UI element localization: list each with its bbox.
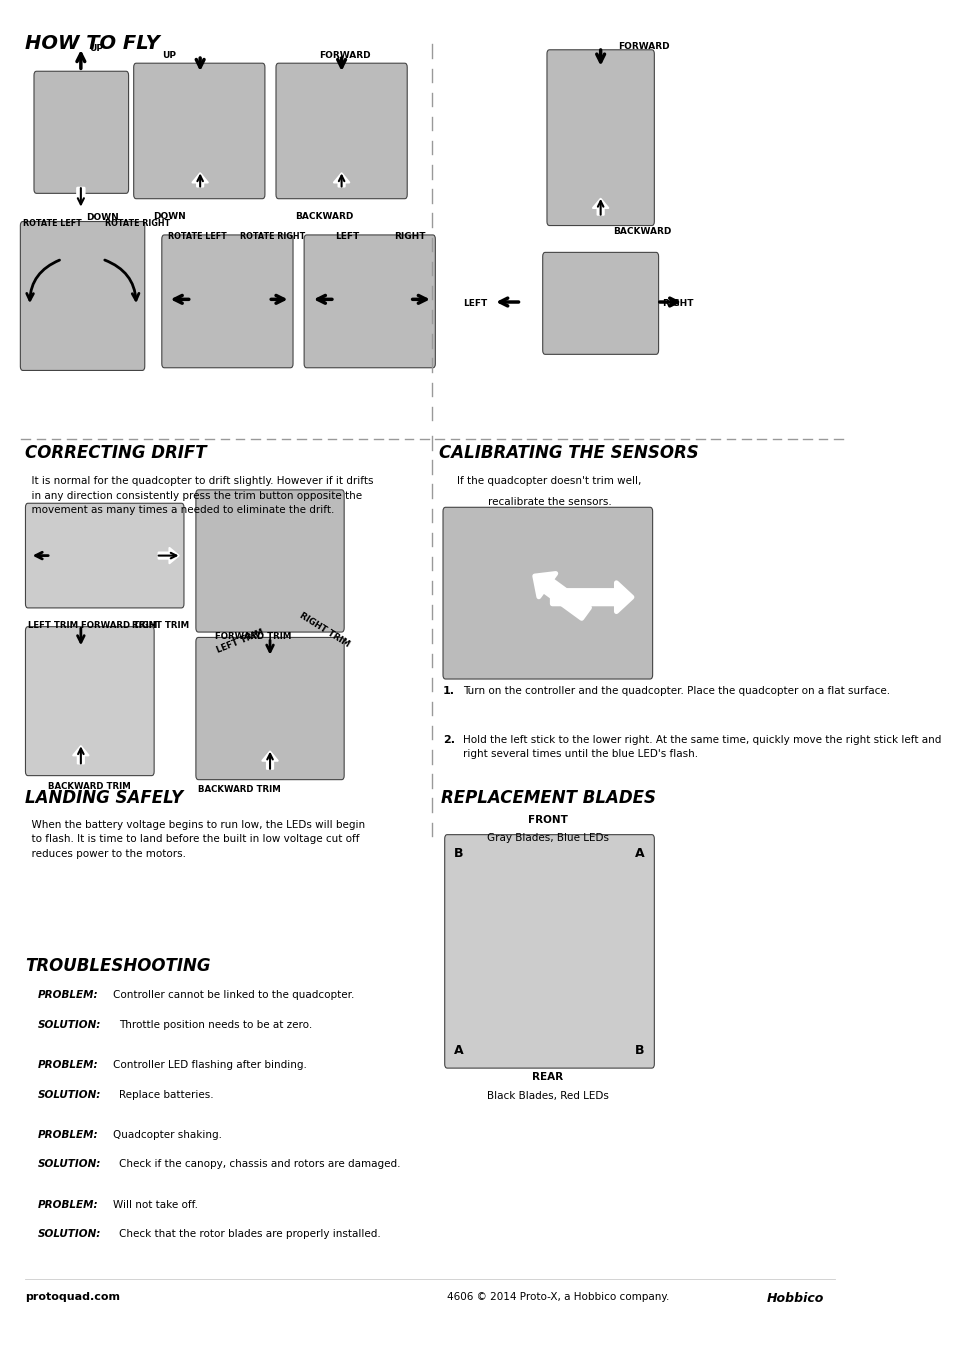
Text: Hold the left stick to the lower right. At the same time, quickly move the right: Hold the left stick to the lower right. … <box>462 736 940 759</box>
Text: PROBLEM:: PROBLEM: <box>38 1130 99 1139</box>
FancyBboxPatch shape <box>546 50 654 225</box>
Text: Controller LED flashing after binding.: Controller LED flashing after binding. <box>113 1060 307 1071</box>
Text: ROTATE RIGHT: ROTATE RIGHT <box>105 219 170 228</box>
Text: Quadcopter shaking.: Quadcopter shaking. <box>113 1130 222 1139</box>
Text: CORRECTING DRIFT: CORRECTING DRIFT <box>26 444 207 462</box>
FancyBboxPatch shape <box>133 63 265 198</box>
Text: It is normal for the quadcopter to drift slightly. However if it drifts
  in any: It is normal for the quadcopter to drift… <box>26 477 374 516</box>
Text: Check that the rotor blades are properly installed.: Check that the rotor blades are properly… <box>119 1228 380 1239</box>
Text: TROUBLESHOOTING: TROUBLESHOOTING <box>26 957 211 975</box>
Text: 1.: 1. <box>442 686 455 695</box>
Text: ROTATE RIGHT: ROTATE RIGHT <box>240 232 305 242</box>
Text: B: B <box>454 846 463 860</box>
Text: ROTATE LEFT: ROTATE LEFT <box>168 232 226 242</box>
Text: SOLUTION:: SOLUTION: <box>38 1089 102 1099</box>
Text: RIGHT: RIGHT <box>661 300 693 308</box>
Text: Controller cannot be linked to the quadcopter.: Controller cannot be linked to the quadc… <box>113 991 355 1000</box>
Text: FORWARD: FORWARD <box>617 42 669 51</box>
Text: RIGHT TRIM: RIGHT TRIM <box>132 621 189 630</box>
Text: BACKWARD: BACKWARD <box>295 212 354 221</box>
Text: 4606 © 2014 Proto-X, a Hobbico company.: 4606 © 2014 Proto-X, a Hobbico company. <box>447 1292 669 1303</box>
FancyBboxPatch shape <box>444 834 654 1068</box>
Text: Gray Blades, Blue LEDs: Gray Blades, Blue LEDs <box>486 833 608 844</box>
Text: FORWARD TRIM: FORWARD TRIM <box>215 632 292 641</box>
Text: CALIBRATING THE SENSORS: CALIBRATING THE SENSORS <box>438 444 698 462</box>
Text: BACKWARD TRIM: BACKWARD TRIM <box>49 783 132 791</box>
Text: Black Blades, Red LEDs: Black Blades, Red LEDs <box>486 1091 608 1100</box>
Text: PROBLEM:: PROBLEM: <box>38 1200 99 1210</box>
FancyBboxPatch shape <box>162 235 293 367</box>
Text: FRONT: FRONT <box>527 814 567 825</box>
Text: DOWN: DOWN <box>153 212 186 221</box>
Text: BACKWARD: BACKWARD <box>613 227 671 236</box>
FancyBboxPatch shape <box>275 63 407 198</box>
Text: BACKWARD TRIM: BACKWARD TRIM <box>198 784 281 794</box>
Text: DOWN: DOWN <box>86 213 118 223</box>
Text: HOW TO FLY: HOW TO FLY <box>26 34 160 53</box>
Text: protoquad.com: protoquad.com <box>26 1292 120 1303</box>
Text: RIGHT: RIGHT <box>394 232 425 242</box>
FancyBboxPatch shape <box>304 235 435 367</box>
Text: PROBLEM:: PROBLEM: <box>38 1060 99 1071</box>
Text: FORWARD TRIM: FORWARD TRIM <box>81 621 157 630</box>
Text: SOLUTION:: SOLUTION: <box>38 1228 102 1239</box>
Text: REPLACEMENT BLADES: REPLACEMENT BLADES <box>441 788 656 807</box>
FancyBboxPatch shape <box>442 508 652 679</box>
Text: RIGHT TRIM: RIGHT TRIM <box>298 610 351 648</box>
Text: LEFT TRIM: LEFT TRIM <box>215 628 265 655</box>
Text: UP: UP <box>90 45 103 54</box>
Text: FORWARD: FORWARD <box>319 51 371 61</box>
Text: 2.: 2. <box>442 736 455 745</box>
Text: LEFT TRIM: LEFT TRIM <box>28 621 78 630</box>
FancyBboxPatch shape <box>34 72 129 193</box>
Text: A: A <box>634 846 643 860</box>
Text: PROBLEM:: PROBLEM: <box>38 991 99 1000</box>
Text: recalibrate the sensors.: recalibrate the sensors. <box>487 497 611 506</box>
Text: LEFT: LEFT <box>335 232 358 242</box>
FancyBboxPatch shape <box>195 637 344 780</box>
Text: ROTATE LEFT: ROTATE LEFT <box>23 219 82 228</box>
Text: Throttle position needs to be at zero.: Throttle position needs to be at zero. <box>119 1019 313 1030</box>
Text: A: A <box>454 1044 463 1057</box>
Text: REAR: REAR <box>532 1072 563 1083</box>
FancyBboxPatch shape <box>26 626 154 776</box>
Text: B: B <box>634 1044 643 1057</box>
FancyBboxPatch shape <box>20 221 145 370</box>
FancyBboxPatch shape <box>195 490 344 632</box>
Text: If the quadcopter doesn't trim well,: If the quadcopter doesn't trim well, <box>456 477 641 486</box>
Text: Replace batteries.: Replace batteries. <box>119 1089 213 1099</box>
Text: LANDING SAFELY: LANDING SAFELY <box>26 788 183 807</box>
Text: LEFT: LEFT <box>462 300 487 308</box>
Text: Check if the canopy, chassis and rotors are damaged.: Check if the canopy, chassis and rotors … <box>119 1160 400 1169</box>
Text: UP: UP <box>162 51 175 61</box>
Text: SOLUTION:: SOLUTION: <box>38 1160 102 1169</box>
FancyBboxPatch shape <box>542 252 658 354</box>
Text: Turn on the controller and the quadcopter. Place the quadcopter on a flat surfac: Turn on the controller and the quadcopte… <box>462 686 889 695</box>
Text: Will not take off.: Will not take off. <box>113 1200 198 1210</box>
Text: Hobbico: Hobbico <box>766 1292 823 1305</box>
Text: When the battery voltage begins to run low, the LEDs will begin
  to flash. It i: When the battery voltage begins to run l… <box>26 819 365 859</box>
FancyBboxPatch shape <box>26 504 184 608</box>
Text: SOLUTION:: SOLUTION: <box>38 1019 102 1030</box>
